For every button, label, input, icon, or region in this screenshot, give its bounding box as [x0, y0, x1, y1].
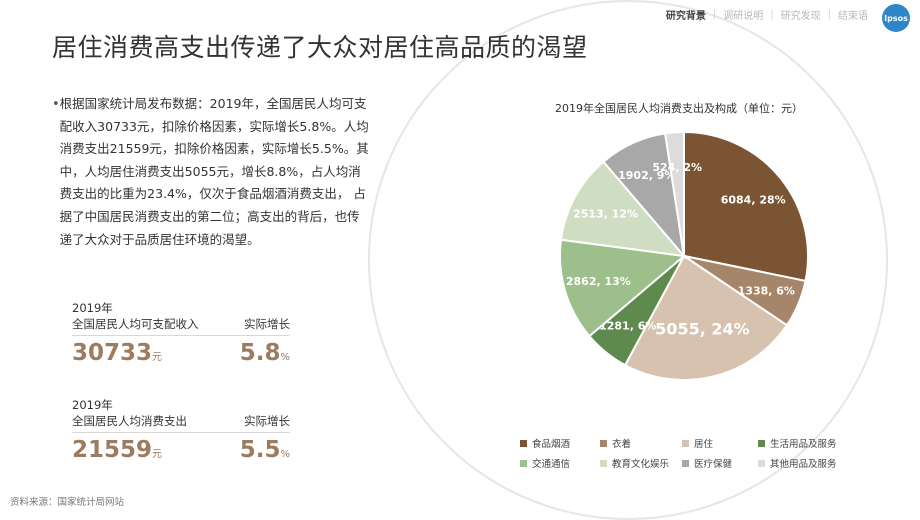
income-stat: 2019年 全国居民人均可支配收入 实际增长 30733元 5.8%: [72, 300, 290, 366]
legend-label: 医疗保健: [694, 459, 733, 470]
nav-separator: |: [770, 9, 774, 20]
legend-label: 交通通信: [532, 459, 571, 470]
pie-data-label: 524, 2%: [652, 161, 702, 174]
pie-data-label: 1281, 6%: [599, 319, 656, 332]
legend-label: 生活用品及服务: [770, 439, 837, 450]
stat-label-row: 全国居民人均消费支出 实际增长: [72, 413, 290, 433]
bullet-icon: •: [52, 97, 60, 112]
stat-label: 全国居民人均可支配收入: [72, 317, 199, 331]
consumption-stat: 2019年 全国居民人均消费支出 实际增长 21559元 5.5%: [72, 397, 290, 463]
pie-slice: [683, 130, 809, 283]
legend-item: 衣着: [600, 436, 682, 450]
legend-item: 居住: [682, 436, 758, 450]
stat-label-row: 全国居民人均可支配收入 实际增长: [72, 316, 290, 336]
pie-data-label: 2513, 12%: [573, 207, 638, 220]
chart-title: 2019年全国居民人均消费支出及构成（单位：元）: [555, 102, 803, 115]
stat-growth-label: 实际增长: [244, 317, 290, 331]
legend-swatch: [758, 459, 765, 467]
legend-item: 食品烟酒: [520, 436, 600, 450]
legend-label: 教育文化娱乐: [612, 459, 670, 470]
legend-swatch: [682, 459, 689, 467]
legend-item: 教育文化娱乐: [600, 456, 682, 470]
ipsos-logo: Ipsos: [882, 4, 910, 32]
legend-swatch: [600, 439, 607, 447]
legend-item: 交通通信: [520, 456, 600, 470]
legend-label: 食品烟酒: [532, 439, 571, 450]
nav-item-conclusion[interactable]: 结束语: [838, 11, 868, 22]
nav-item-findings[interactable]: 研究发现: [780, 11, 821, 22]
bullet-text: 根据国家统计局发布数据：2019年，全国居民人均可支配收入30733元，扣除价格…: [59, 96, 369, 247]
nav-item-research-background[interactable]: 研究背景: [665, 11, 706, 22]
legend-label: 居住: [694, 439, 714, 450]
stat-year: 2019年: [72, 301, 113, 315]
pie-slice: [623, 254, 789, 381]
top-nav: 研究背景 | 调研说明 | 研究发现 | 结束语: [666, 7, 868, 22]
chart-legend: 食品烟酒 衣着 居住 生活用品及服务交通通信 教育文化娱乐 医疗保健 其他用品及服务: [520, 436, 850, 476]
bullet-paragraph: • 根据国家统计局发布数据：2019年，全国居民人均可支配收入30733元，扣除…: [52, 93, 370, 251]
stat-value: 30733元: [72, 340, 163, 366]
stat-year: 2019年: [72, 398, 113, 412]
stat-value: 21559元: [72, 437, 163, 463]
stat-label: 全国居民人均消费支出: [72, 414, 187, 428]
stat-values-row: 30733元 5.8%: [72, 340, 290, 366]
pie-data-label: 1338, 6%: [738, 285, 795, 298]
legend-swatch: [600, 459, 607, 467]
legend-label: 衣着: [612, 439, 632, 450]
stat-growth: 5.8%: [239, 340, 290, 366]
legend-swatch: [758, 439, 765, 447]
legend-swatch: [520, 439, 527, 447]
source-note: 资料来源：国家统计局网站: [10, 497, 125, 508]
legend-item: 医疗保健: [682, 456, 758, 470]
pie-data-label: 5055, 24%: [655, 320, 749, 339]
pie-data-label: 6084, 28%: [721, 194, 786, 207]
pie-slice: [559, 160, 687, 258]
legend-swatch: [682, 439, 689, 447]
pie-slice: [559, 238, 687, 338]
page-title: 居住消费高支出传递了大众对居住高品质的渴望: [52, 33, 588, 62]
legend-label: 其他用品及服务: [770, 459, 837, 470]
legend-item: 生活用品及服务: [758, 436, 850, 450]
legend-swatch: [520, 459, 527, 467]
stat-growth-label: 实际增长: [244, 414, 290, 428]
stat-values-row: 21559元 5.5%: [72, 437, 290, 463]
stat-growth: 5.5%: [239, 437, 290, 463]
pie-data-label: 1902, 9%: [618, 169, 675, 182]
pie-data-label: 2862, 13%: [566, 275, 631, 288]
nav-item-survey-notes[interactable]: 调研说明: [723, 11, 764, 22]
pie-slice: [663, 130, 685, 257]
nav-separator: |: [712, 9, 717, 20]
legend-item: 其他用品及服务: [758, 456, 850, 470]
nav-separator: |: [827, 9, 831, 20]
